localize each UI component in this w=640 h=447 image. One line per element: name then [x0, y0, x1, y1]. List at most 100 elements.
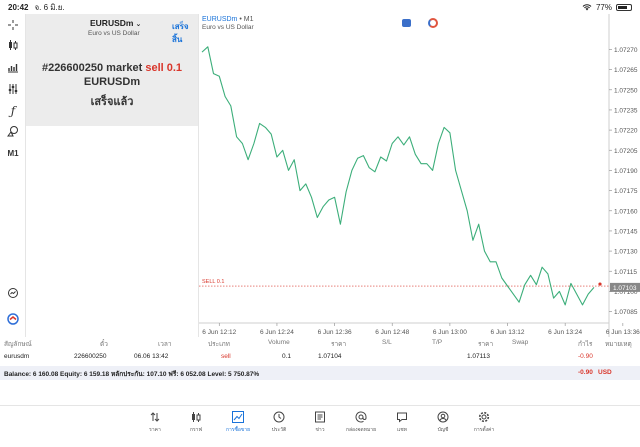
bottom-nav: ราคา กราฟ การซื้อขาย ประวัติ ข่าว กล่องจ… — [0, 405, 640, 447]
x-tick-label: 6 Jun 13:36 — [606, 329, 640, 336]
order-side: sell 0.1 — [145, 62, 183, 74]
y-tick-label: 1.07160 — [614, 208, 638, 215]
chevron-down-icon: ⌄ — [135, 21, 142, 28]
sell-level-label: SELL 0.1 — [202, 279, 224, 285]
gear-icon — [478, 411, 490, 422]
status-date: จ. 6 มิ.ย. — [34, 2, 65, 12]
indicators-icon[interactable] — [0, 58, 26, 76]
nav-trade[interactable]: การซื้อขาย — [218, 410, 258, 434]
clock-icon — [273, 411, 285, 422]
arrows-updown-icon — [150, 411, 160, 422]
candles-icon — [192, 411, 201, 422]
col-type: ประเภท — [208, 341, 230, 348]
y-tick-label: 1.07130 — [614, 249, 638, 256]
x-tick-label: 6 Jun 13:12 — [491, 329, 525, 336]
nav-history[interactable]: ประวัติ — [259, 410, 299, 434]
order-symbol-selector[interactable]: EURUSDm ⌄ — [90, 18, 141, 28]
news-icon — [315, 411, 325, 422]
nav-mailbox[interactable]: กล่องจดหมาย — [341, 410, 381, 434]
battery-icon — [616, 3, 632, 11]
y-tick-label: 1.07115 — [614, 269, 637, 276]
y-tick-label: 1.07100 — [614, 289, 638, 296]
nav-quotes[interactable]: ราคา — [135, 410, 175, 434]
timeframe-button[interactable]: M1 — [7, 148, 19, 158]
x-tick-label: 6 Jun 12:24 — [260, 329, 294, 336]
sell-marker-dot — [598, 282, 602, 286]
nav-label: การซื้อขาย — [225, 427, 251, 433]
col-symbol: สัญลักษณ์ — [4, 341, 32, 348]
crosshair-icon[interactable] — [0, 16, 26, 34]
chart-symbol: EURUSDm — [202, 16, 238, 23]
nav-news[interactable]: ข่าว — [300, 410, 340, 434]
chart-canvas: 1.07270 1.07265 1.07250 1.07235 1.07220 1.072… — [199, 14, 640, 337]
nav-label: กล่องจดหมาย — [345, 427, 377, 433]
total-profit: -0.90 — [578, 369, 593, 376]
y-tick-label: 1.07175 — [614, 188, 638, 195]
order-ticket: #226600250 market — [41, 62, 143, 74]
col-ticket: ตั๋ว — [100, 341, 108, 348]
col-tp: T/P — [432, 339, 443, 346]
trade-levels-icon[interactable] — [428, 18, 438, 28]
y-tick-label: 1.07235 — [614, 107, 638, 114]
col-comment: หมายเหตุ — [605, 341, 632, 348]
y-tick-label: 1.07190 — [614, 168, 638, 175]
col-profit: กำไร — [578, 341, 593, 348]
x-tick-label: 6 Jun 12:36 — [318, 329, 352, 336]
row-symbol: eurusdm — [4, 353, 30, 360]
y-tick-label: 1.07265 — [614, 67, 638, 74]
chat-icon — [397, 412, 407, 423]
row-price: 1.07104 — [318, 353, 342, 360]
y-tick-label: 1.07145 — [614, 228, 638, 235]
col-swap: Swap — [512, 339, 529, 346]
settings-sliders-icon[interactable] — [0, 80, 26, 98]
nav-settings[interactable]: การตั้งค่า — [464, 410, 504, 434]
col-price: ราคา — [331, 341, 347, 348]
order-ticket-line: #226600250 market sell 0.1 — [26, 62, 198, 74]
status-bar: 20:42 จ. 6 มิ.ย. 77% — [0, 0, 640, 14]
function-icon[interactable]: ƒ — [10, 104, 16, 118]
x-tick-label: 6 Jun 13:00 — [433, 329, 467, 336]
nav-account[interactable]: บัญชี — [423, 410, 463, 434]
user-icon — [437, 411, 449, 422]
chart-timeframe: M1 — [243, 16, 254, 23]
table-row[interactable]: eurusdm 226600250 06.06 13:42 sell 0.1 1… — [0, 351, 640, 363]
positions-header: สัญลักษณ์ ตั๋ว เวลา ประเภท Volume ราคา S… — [0, 337, 640, 349]
nav-label: กราฟ — [189, 427, 203, 433]
x-tick-label: 6 Jun 12:12 — [202, 329, 236, 336]
chart-title: EURUSDm • M1 — [202, 16, 253, 23]
done-button[interactable]: เสร็จสิ้น — [172, 22, 189, 44]
nav-label: ราคา — [149, 427, 161, 433]
nav-label: แชท — [397, 427, 407, 433]
nav-label: การตั้งค่า — [473, 427, 495, 433]
order-symbol-line: EURUSDm — [83, 76, 141, 88]
x-tick-label: 6 Jun 13:24 — [548, 329, 582, 336]
chart-toolbar: ƒ M1 — [0, 14, 26, 337]
at-icon — [355, 411, 367, 422]
one-click-trading-icon[interactable] — [402, 19, 411, 27]
nav-label: ข่าว — [315, 427, 325, 433]
account-currency: USD — [598, 369, 612, 376]
y-tick-label: 1.07220 — [614, 128, 638, 135]
order-result-text: เสร็จแล้ว — [90, 96, 134, 108]
order-symbol-desc: Euro vs US Dollar — [88, 30, 140, 37]
row-volume: 0.1 — [282, 353, 292, 360]
trend-icon — [232, 410, 244, 423]
chart-title-separator: • — [237, 16, 244, 23]
nav-chart[interactable]: กราฟ — [176, 410, 216, 434]
zoom-icon[interactable] — [0, 284, 26, 302]
col-current: ราคา — [478, 341, 494, 348]
price-chart[interactable]: EURUSDm • M1 Euro vs US Dollar 1.07270 1.… — [198, 14, 640, 337]
row-type: sell — [221, 353, 231, 360]
chart-description: Euro vs US Dollar — [202, 24, 254, 31]
objects-icon[interactable] — [0, 122, 26, 140]
app-logo-icon[interactable] — [0, 310, 26, 328]
battery-percent: 77% — [595, 2, 612, 12]
col-sl: S/L — [382, 339, 392, 346]
row-time: 06.06 13:42 — [134, 353, 169, 360]
nav-chat[interactable]: แชท — [382, 410, 422, 434]
nav-label: บัญชี — [437, 427, 449, 433]
balance-text: Balance: 6 160.08 Equity: 6 159.18 หลักป… — [4, 371, 260, 378]
candles-icon[interactable] — [0, 36, 26, 54]
wifi-icon — [582, 4, 592, 11]
row-ticket: 226600250 — [74, 353, 107, 360]
